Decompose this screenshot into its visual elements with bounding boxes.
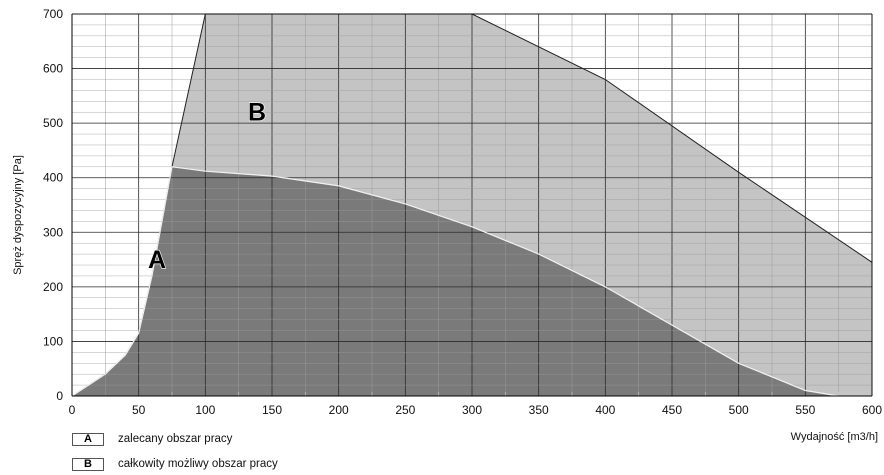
x-axis-title: Wydajność [m3/h] — [791, 431, 878, 443]
y-tick-label: 200 — [43, 280, 63, 294]
legend-swatch-a: A — [72, 432, 104, 446]
y-tick-label: 300 — [43, 225, 63, 239]
x-tick-label: 300 — [462, 403, 482, 417]
y-tick-label: 0 — [56, 389, 63, 403]
legend-swatch-b: B — [72, 457, 104, 471]
x-tick-label: 450 — [662, 403, 682, 417]
legend-item-b: B całkowity możliwy obszar pracy — [72, 456, 278, 472]
x-tick-label: 100 — [195, 403, 215, 417]
y-tick-label: 400 — [43, 171, 63, 185]
y-tick-label: 500 — [43, 116, 63, 130]
area-a — [72, 166, 839, 396]
region-label-a: A — [148, 246, 166, 274]
x-tick-label: 600 — [862, 403, 882, 417]
x-tick-label: 500 — [729, 403, 749, 417]
y-tick-label: 600 — [43, 62, 63, 76]
y-tick-label: 700 — [43, 7, 63, 21]
legend-label-b: całkowity możliwy obszar pracy — [118, 458, 278, 470]
plot-area: 0 50 100 150 200 250 300 350 400 450 500 550 600 0 100… — [43, 7, 882, 417]
x-tick-label: 250 — [395, 403, 415, 417]
legend-label-a: zalecany obszar pracy — [118, 433, 233, 445]
legend-item-a: A zalecany obszar pracy — [72, 431, 232, 447]
x-tick-label: 0 — [69, 403, 76, 417]
y-axis-title: Spręż dyspozycyjny [Pa] — [12, 155, 24, 275]
x-tick-label: 350 — [529, 403, 549, 417]
series-line-a — [71, 166, 839, 397]
y-tick-label: 100 — [43, 334, 63, 348]
x-tick-label: 200 — [329, 403, 349, 417]
region-label-b: B — [248, 98, 266, 126]
x-tick-label: 400 — [595, 403, 615, 417]
x-tick-label: 550 — [795, 403, 815, 417]
x-tick-label: 50 — [132, 403, 146, 417]
x-tick-label: 150 — [262, 403, 282, 417]
